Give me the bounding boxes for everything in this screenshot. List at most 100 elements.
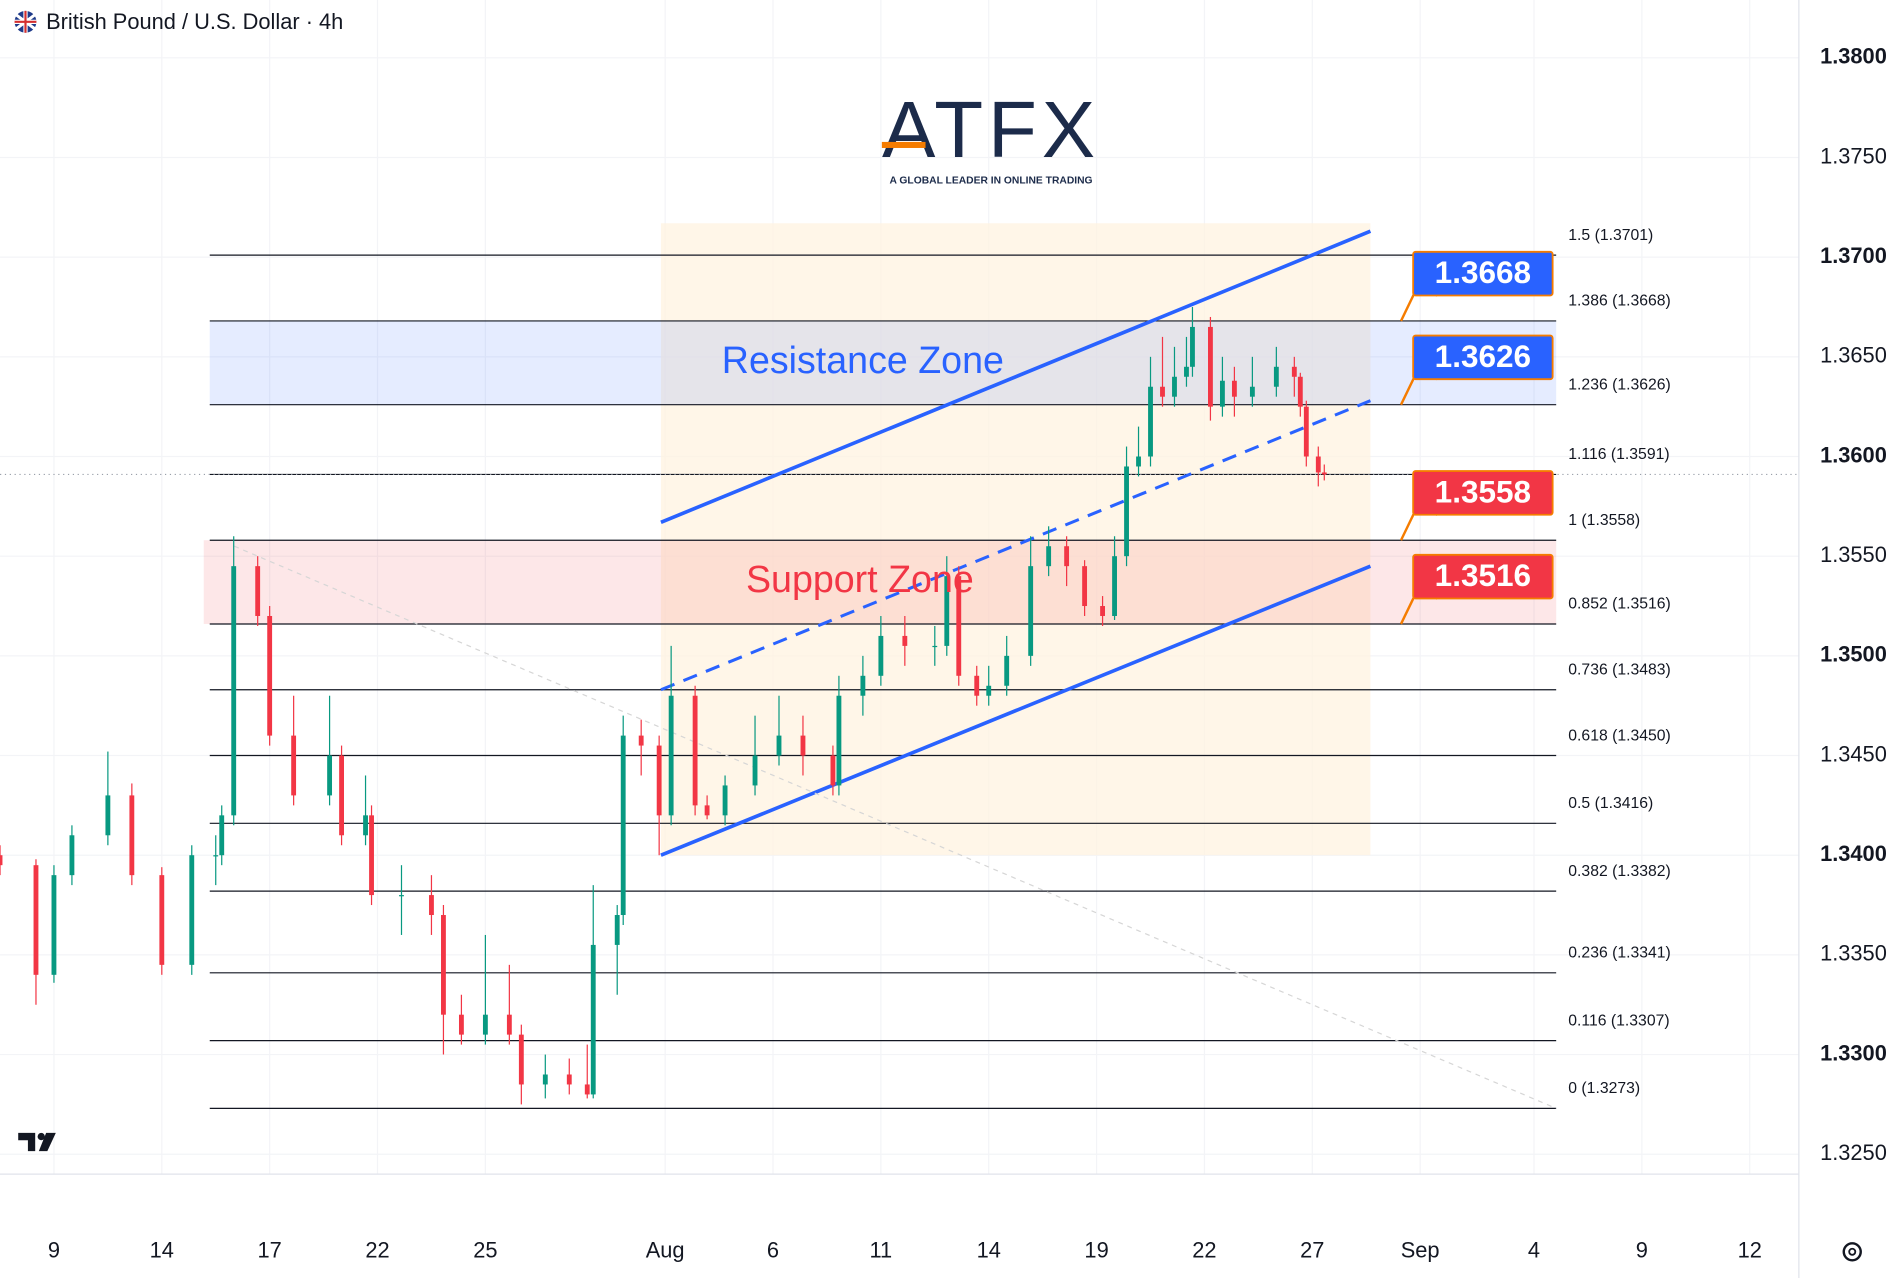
callout-box [1412, 334, 1554, 381]
candle-body [482, 1014, 488, 1035]
candle-body [255, 566, 261, 616]
callout-label: 1.3626 [1435, 338, 1531, 374]
candle-body [836, 695, 842, 786]
candle-body [339, 755, 344, 836]
candle-body [363, 815, 368, 836]
x-tick-label: 14 [977, 1238, 1001, 1263]
candle-body [542, 1074, 548, 1085]
candle-body [1172, 376, 1177, 397]
candle-body [1190, 326, 1195, 367]
zone-label: Resistance Zone [722, 339, 1004, 381]
x-tick-label: 14 [150, 1238, 174, 1263]
fib-label: 1.386 (1.3668) [1568, 293, 1670, 310]
chart-title: British Pound / U.S. Dollar · 4h [46, 9, 343, 34]
candle-body [902, 635, 908, 646]
candle-body [518, 1034, 524, 1085]
callout-label: 1.3668 [1435, 254, 1531, 290]
candle-body [129, 795, 135, 876]
fib-label: 0.236 (1.3341) [1568, 945, 1670, 962]
candle-body [1249, 386, 1255, 397]
logo-name: ATFX [882, 85, 1100, 174]
logo-tagline: A GLOBAL LEADER IN ONLINE TRADING [889, 175, 1092, 186]
candle-body [974, 675, 980, 696]
y-tick-label: 1.3350 [1820, 941, 1887, 966]
y-tick-label: 1.3750 [1820, 143, 1887, 168]
fib-label: 0.618 (1.3450) [1568, 727, 1670, 744]
logo-accent [881, 141, 926, 148]
candle-body [776, 735, 782, 756]
x-tick-label: 27 [1300, 1238, 1324, 1263]
callout-box [1412, 553, 1554, 600]
trend-line [660, 399, 1371, 692]
candle-body [399, 895, 404, 897]
symbol-flag [14, 10, 37, 33]
candle-body [0, 855, 3, 866]
x-tick-label: 9 [48, 1238, 60, 1263]
candle-body [566, 1074, 572, 1085]
fib-label: 1.116 (1.3591) [1568, 446, 1669, 463]
x-tick-label: 22 [1192, 1238, 1216, 1263]
channel-fill [660, 223, 1371, 856]
fib-label: 0.852 (1.3516) [1568, 596, 1670, 613]
candle-body [878, 635, 884, 676]
y-tick-label: 1.3450 [1820, 741, 1887, 766]
candle-body [584, 1084, 590, 1095]
x-tick-label: 6 [767, 1238, 779, 1263]
candle-body [1303, 406, 1309, 457]
candle-body [1208, 326, 1213, 407]
candle-body [159, 875, 165, 965]
candle-body [1028, 566, 1034, 656]
candle-body [986, 685, 992, 696]
candle-body [590, 944, 596, 1095]
y-tick-label: 1.3600 [1820, 442, 1887, 467]
candle-body [231, 566, 237, 816]
candle-body [1160, 386, 1165, 397]
candle-body [752, 755, 758, 786]
candle-body [704, 805, 710, 816]
x-tick-label: 12 [1738, 1238, 1762, 1263]
zone [209, 320, 1557, 405]
zone-label: Support Zone [746, 558, 974, 600]
x-tick-label: Sep [1401, 1238, 1440, 1263]
logo: ATFX A GLOBAL LEADER IN ONLINE TRADING [881, 85, 1100, 186]
candle-body [51, 875, 57, 975]
x-tick-label: 9 [1636, 1238, 1648, 1263]
candle-body [1315, 456, 1321, 473]
fib-label: 1.236 (1.3626) [1568, 376, 1670, 393]
y-tick-label: 1.3700 [1820, 243, 1887, 268]
candle-body [800, 735, 806, 756]
candle-body [441, 915, 446, 1015]
candle-body [722, 785, 728, 816]
candle-body [69, 835, 75, 876]
candle-body [638, 735, 644, 746]
callout-box [1412, 470, 1554, 516]
fib-label: 0.382 (1.3382) [1568, 863, 1670, 880]
x-tick-label: 25 [473, 1238, 497, 1263]
candle-body [105, 795, 111, 836]
candle-body [1124, 466, 1129, 557]
candle-body [860, 675, 866, 696]
candle-body [614, 915, 620, 945]
candle-body [1112, 556, 1117, 616]
y-tick-label: 1.3250 [1820, 1140, 1887, 1165]
fib-label: 1.5 (1.3701) [1568, 227, 1653, 244]
candle-body [1136, 456, 1141, 467]
settings-icon[interactable] [1842, 1242, 1862, 1262]
x-tick-label: Aug [646, 1238, 685, 1263]
y-tick-label: 1.3400 [1820, 841, 1887, 866]
trend-line [660, 564, 1372, 857]
candle-body [656, 745, 662, 816]
candle-body [692, 695, 698, 806]
candle-body [429, 895, 434, 916]
fib-label: 1 (1.3558) [1568, 512, 1640, 529]
x-tick-label: 22 [365, 1238, 389, 1263]
candle-body [458, 1014, 464, 1035]
tradingview-logo [18, 1132, 56, 1152]
candle-body [213, 855, 219, 857]
fib-label: 0.5 (1.3416) [1568, 795, 1653, 812]
callout-label: 1.3558 [1435, 473, 1531, 509]
candle-body [267, 615, 273, 736]
candle-body [219, 815, 225, 856]
y-tick-label: 1.3800 [1820, 44, 1887, 69]
